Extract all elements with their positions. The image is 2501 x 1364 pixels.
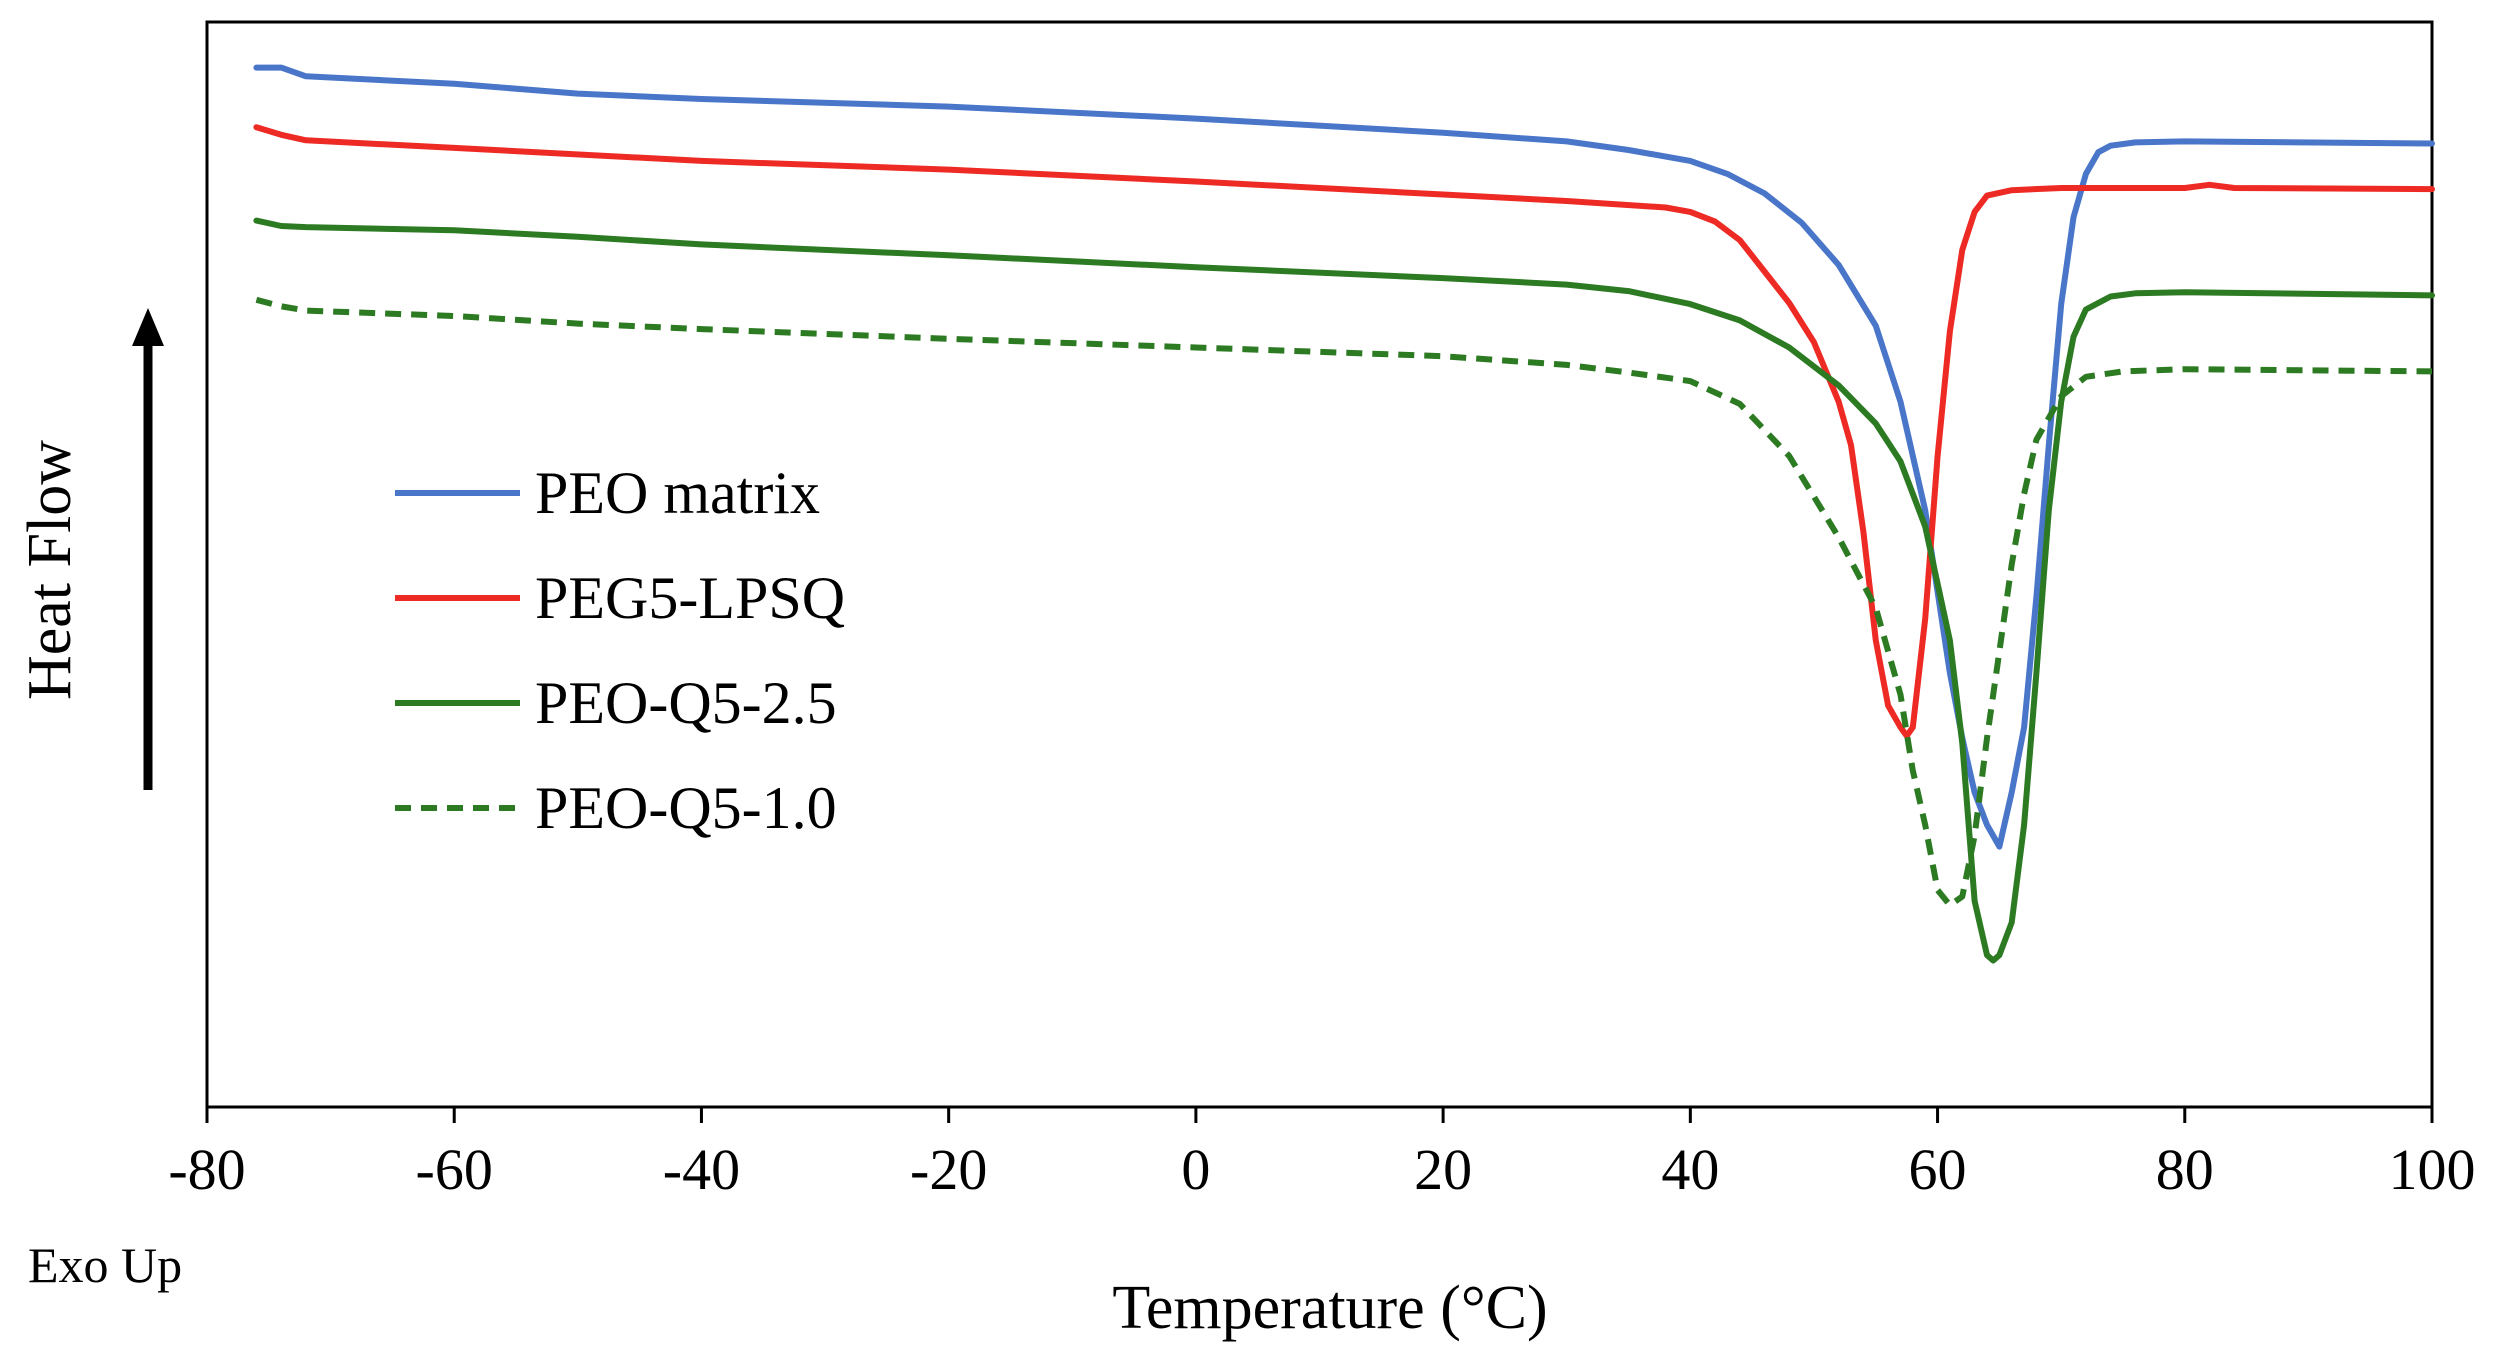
x-tick-label: 100 <box>2389 1137 2476 1202</box>
legend: PEO matrix PEG5-LPSQ PEO-Q5-2.5 PEO-Q5-1.0 <box>395 460 845 841</box>
x-tick-label: 40 <box>1661 1137 1719 1202</box>
series-layer <box>253 64 2435 964</box>
x-tick-label: -20 <box>910 1137 987 1202</box>
x-tick-label: 20 <box>1414 1137 1472 1202</box>
y-axis-label: Heat Flow <box>16 440 84 700</box>
series-line-peg5-lpsq <box>253 124 2435 739</box>
exo-up-note: Exo Up <box>28 1237 182 1293</box>
x-tick-label: -80 <box>168 1137 245 1202</box>
x-tick-label: -40 <box>663 1137 740 1202</box>
x-tick-label: -60 <box>416 1137 493 1202</box>
x-tick-label: 80 <box>2156 1137 2214 1202</box>
x-tick-label: 60 <box>1909 1137 1967 1202</box>
legend-label-peo-q5-2-5: PEO-Q5-2.5 <box>535 670 837 736</box>
series-line-peo-q5-2-5 <box>253 217 2435 964</box>
series-line-peo-q5-1-0 <box>255 296 2433 909</box>
legend-label-peo-q5-1-0: PEO-Q5-1.0 <box>535 775 837 841</box>
x-tick-label: 0 <box>1181 1137 1210 1202</box>
exo-up-arrow-icon <box>132 308 164 790</box>
x-axis-label: Temperature (°C) <box>1112 1274 1547 1342</box>
plot-frame <box>205 20 2434 1109</box>
legend-label-peg5-lpsq: PEG5-LPSQ <box>535 565 845 631</box>
legend-label-peo-matrix: PEO matrix <box>535 460 820 526</box>
x-axis: -80 -60 -40 -20 0 20 40 60 80 100 <box>168 1107 2476 1202</box>
series-line-peo-matrix <box>253 64 2435 850</box>
